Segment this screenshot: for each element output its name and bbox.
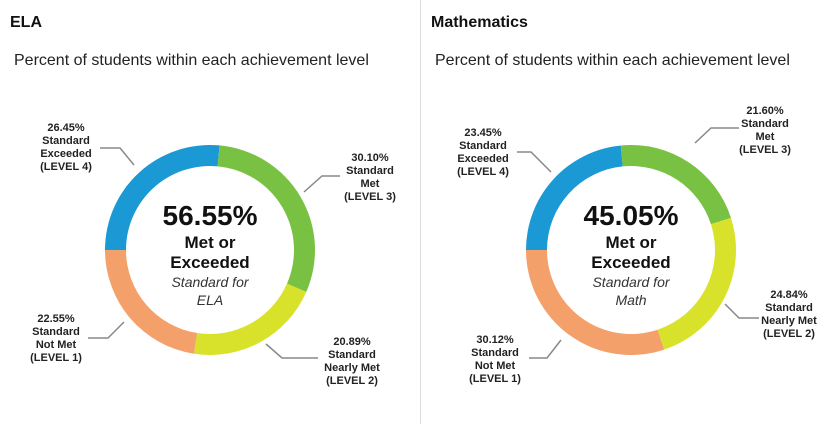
slice-label-line: Standard: [471, 347, 519, 359]
panel-subtitle: Percent of students within each achievem…: [435, 52, 790, 69]
panel-subtitle: Percent of students within each achievem…: [14, 52, 369, 69]
slice-label-line: Standard: [32, 326, 80, 338]
slice-label-line: Standard: [459, 140, 507, 152]
slice-label-line: Standard: [346, 165, 394, 177]
math-donut-chart: 23.45% Standard Exceeded (LEVEL 4)21.60% Sta…: [457, 105, 817, 385]
center-value: 56.55%: [163, 200, 258, 231]
leader-line: [724, 303, 759, 319]
center-caption: ELA: [197, 292, 223, 308]
slice-label-line: Nearly Met: [761, 315, 817, 327]
slice-label: 30.10% Standard Met (LEVEL 3): [344, 152, 396, 203]
panel-title: Mathematics: [431, 14, 528, 31]
slice-percent: 20.89%: [333, 336, 371, 348]
slice-label-line: Standard: [328, 349, 376, 361]
slice-label-line: Exceeded: [40, 148, 91, 160]
slice-label-line: (LEVEL 2): [326, 375, 378, 387]
slice-percent: 24.84%: [770, 289, 808, 301]
slice-label: 30.12% Standard Not Met (LEVEL 1): [469, 334, 521, 385]
leader-line: [529, 339, 562, 359]
slice-label: 26.45% Standard Exceeded (LEVEL 4): [40, 122, 92, 173]
donut-slice: [105, 250, 198, 354]
slice-label-line: Exceeded: [457, 153, 508, 165]
center-line: Met or: [606, 233, 657, 252]
donut-slice: [620, 145, 731, 225]
ela-donut-chart: 26.45% Standard Exceeded (LEVEL 4)30.10% Sta…: [30, 122, 396, 387]
slice-label-line: Not Met: [36, 339, 77, 351]
math-panel: Mathematics Percent of students within e…: [421, 0, 840, 424]
center-line: Met or: [185, 233, 236, 252]
slice-label-line: (LEVEL 3): [739, 144, 791, 156]
slice-label-line: (LEVEL 2): [763, 328, 815, 340]
slice-label-line: Met: [756, 131, 775, 143]
slice-percent: 26.45%: [47, 122, 85, 134]
panel-title: ELA: [10, 14, 42, 31]
donut-slice: [217, 145, 316, 293]
leader-line: [694, 127, 739, 144]
slice-label-line: (LEVEL 1): [469, 373, 521, 385]
slice-label: 22.55% Standard Not Met (LEVEL 1): [30, 313, 82, 364]
ela-panel: ELA Percent of students within each achi…: [10, 14, 396, 387]
slice-label-line: (LEVEL 4): [40, 161, 92, 173]
leader-line: [88, 321, 125, 339]
donut-slice: [193, 283, 307, 355]
slice-label-line: Standard: [741, 118, 789, 130]
leader-line: [303, 175, 340, 193]
slice-percent: 23.45%: [464, 127, 502, 139]
slice-percent: 22.55%: [37, 313, 75, 325]
slice-percent: 30.12%: [476, 334, 514, 346]
center-value: 45.05%: [584, 200, 679, 231]
slice-label-line: Standard: [42, 135, 90, 147]
donut-slice: [526, 250, 665, 355]
slice-label-line: (LEVEL 3): [344, 191, 396, 203]
center-line: Exceeded: [170, 253, 249, 272]
leader-line: [265, 343, 318, 359]
slice-label-line: Not Met: [475, 360, 516, 372]
donut-slice: [657, 217, 736, 350]
center-caption: Standard for: [592, 274, 670, 290]
slice-label-line: Standard: [765, 302, 813, 314]
slice-label-line: (LEVEL 1): [30, 352, 82, 364]
center-caption: Math: [615, 292, 646, 308]
slice-percent: 21.60%: [746, 105, 784, 117]
leader-line: [517, 151, 552, 173]
center-line: Exceeded: [591, 253, 670, 272]
slice-label-line: (LEVEL 4): [457, 166, 509, 178]
leader-line: [100, 147, 135, 166]
slice-label: 20.89% Standard Nearly Met (LEVEL 2): [324, 336, 380, 387]
slice-label: 24.84% Standard Nearly Met (LEVEL 2): [761, 289, 817, 340]
donut-slice: [105, 145, 220, 250]
slice-percent: 30.10%: [351, 152, 389, 164]
slice-label: 21.60% Standard Met (LEVEL 3): [739, 105, 791, 156]
slice-label: 23.45% Standard Exceeded (LEVEL 4): [457, 127, 509, 178]
slice-label-line: Nearly Met: [324, 362, 380, 374]
donut-slice: [526, 145, 623, 250]
slice-label-line: Met: [361, 178, 380, 190]
center-caption: Standard for: [171, 274, 249, 290]
panel-divider: [420, 0, 421, 424]
